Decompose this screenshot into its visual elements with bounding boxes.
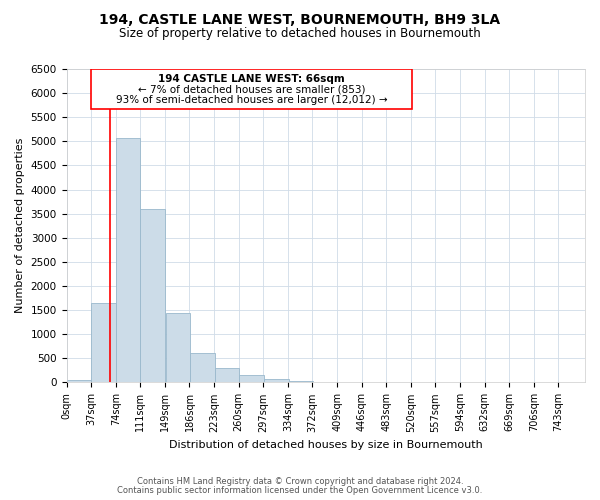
Bar (289, 381, 313, 382)
Bar (91, 69, 412, 108)
Bar (190, 353, 215, 382)
Text: Contains HM Land Registry data © Crown copyright and database right 2024.: Contains HM Land Registry data © Crown c… (137, 477, 463, 486)
Bar (166, 314, 190, 382)
Text: 194 CASTLE LANE WEST: 66sqm: 194 CASTLE LANE WEST: 66sqm (158, 74, 345, 84)
Bar (140, 210, 165, 382)
Text: ← 7% of detached houses are smaller (853): ← 7% of detached houses are smaller (853… (138, 84, 365, 94)
Bar (264, 378, 289, 382)
Text: Contains public sector information licensed under the Open Government Licence v3: Contains public sector information licen… (118, 486, 482, 495)
Text: 93% of semi-detached houses are larger (12,012) →: 93% of semi-detached houses are larger (… (116, 95, 388, 105)
Bar (239, 375, 264, 382)
Bar (67, 380, 91, 382)
Y-axis label: Number of detached properties: Number of detached properties (15, 138, 25, 314)
Text: Size of property relative to detached houses in Bournemouth: Size of property relative to detached ho… (119, 28, 481, 40)
Text: 194, CASTLE LANE WEST, BOURNEMOUTH, BH9 3LA: 194, CASTLE LANE WEST, BOURNEMOUTH, BH9 … (100, 12, 500, 26)
X-axis label: Distribution of detached houses by size in Bournemouth: Distribution of detached houses by size … (169, 440, 482, 450)
Bar (215, 368, 239, 382)
Bar (91, 303, 116, 382)
Bar (116, 138, 140, 382)
